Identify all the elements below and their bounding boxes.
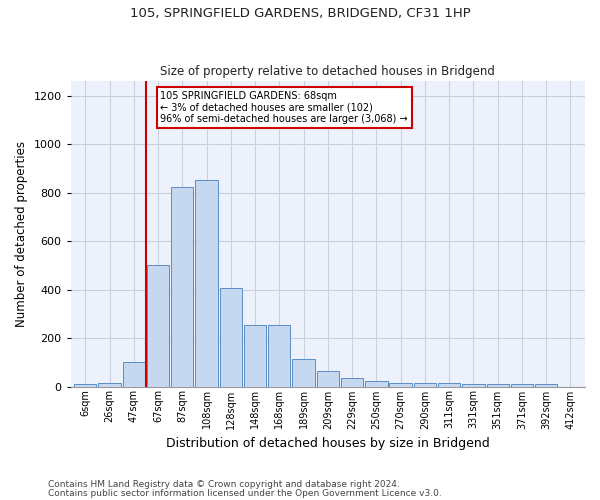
Bar xyxy=(268,324,290,386)
Bar xyxy=(487,384,509,386)
Bar xyxy=(341,378,363,386)
Bar xyxy=(317,371,339,386)
X-axis label: Distribution of detached houses by size in Bridgend: Distribution of detached houses by size … xyxy=(166,437,490,450)
Bar xyxy=(171,186,193,386)
Bar xyxy=(220,288,242,386)
Title: Size of property relative to detached houses in Bridgend: Size of property relative to detached ho… xyxy=(160,66,495,78)
Bar xyxy=(462,384,485,386)
Bar xyxy=(414,383,436,386)
Bar xyxy=(196,180,218,386)
Bar xyxy=(74,384,97,386)
Bar xyxy=(98,383,121,386)
Y-axis label: Number of detached properties: Number of detached properties xyxy=(15,141,28,327)
Bar xyxy=(122,362,145,386)
Bar xyxy=(244,324,266,386)
Bar xyxy=(389,383,412,386)
Bar xyxy=(438,383,460,386)
Bar xyxy=(535,384,557,386)
Text: Contains HM Land Registry data © Crown copyright and database right 2024.: Contains HM Land Registry data © Crown c… xyxy=(48,480,400,489)
Bar xyxy=(292,358,315,386)
Bar xyxy=(147,266,169,386)
Text: Contains public sector information licensed under the Open Government Licence v3: Contains public sector information licen… xyxy=(48,488,442,498)
Text: 105, SPRINGFIELD GARDENS, BRIDGEND, CF31 1HP: 105, SPRINGFIELD GARDENS, BRIDGEND, CF31… xyxy=(130,8,470,20)
Text: 105 SPRINGFIELD GARDENS: 68sqm
← 3% of detached houses are smaller (102)
96% of : 105 SPRINGFIELD GARDENS: 68sqm ← 3% of d… xyxy=(160,91,408,124)
Bar xyxy=(511,384,533,386)
Bar xyxy=(365,381,388,386)
